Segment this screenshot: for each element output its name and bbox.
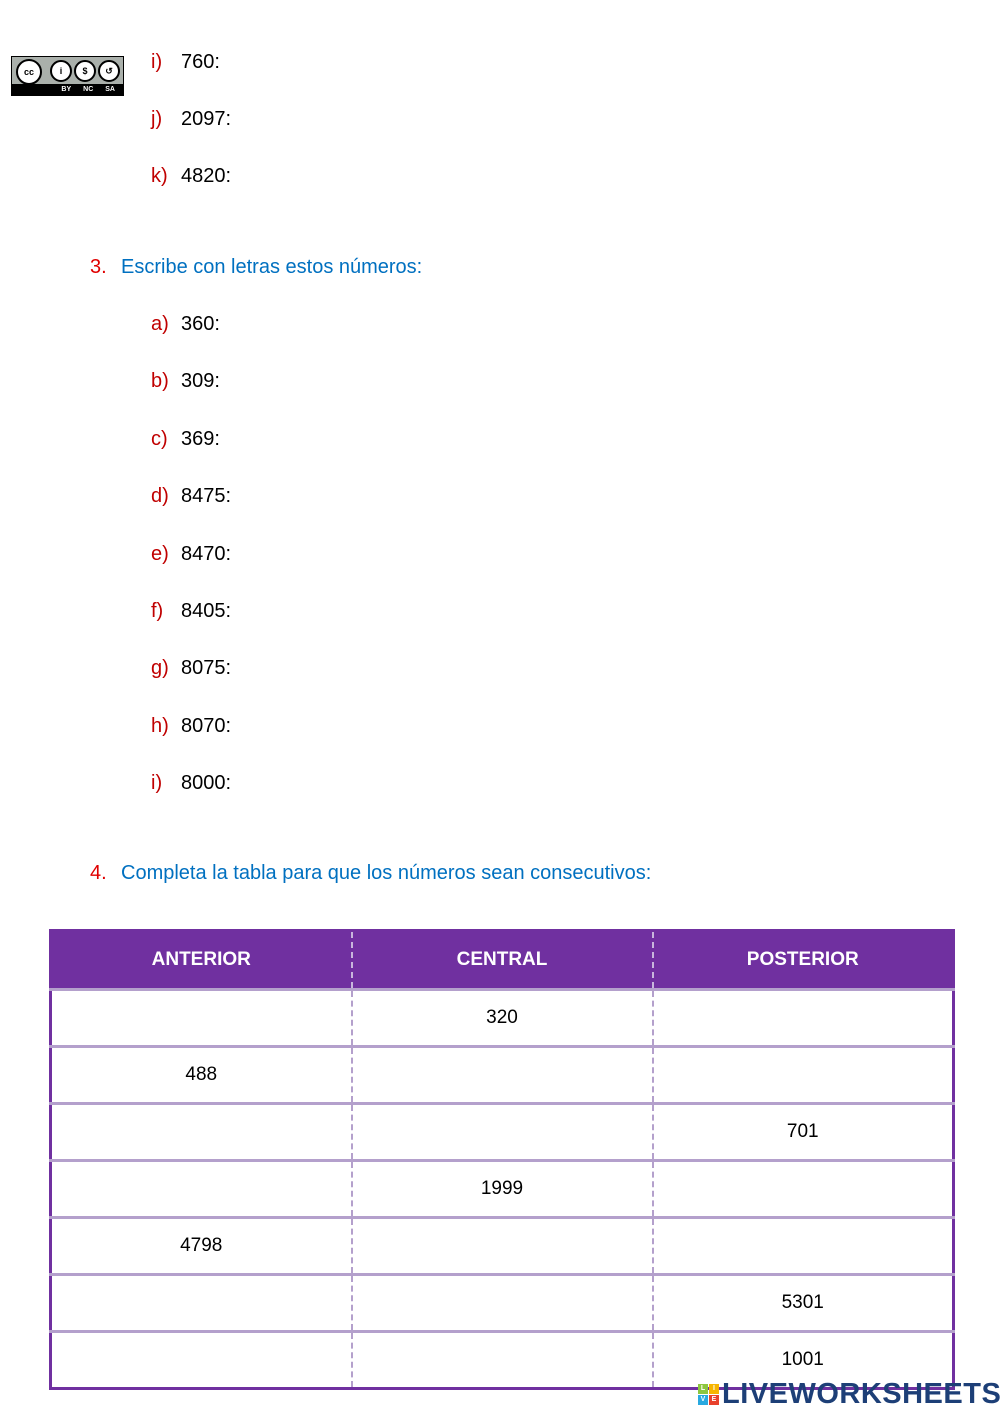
item-number: 8075: [181, 657, 232, 680]
list-item: b) 309: [151, 369, 220, 393]
table-cell[interactable] [50, 989, 352, 1048]
item-label: a) [151, 313, 169, 335]
table-cell: 4798 [50, 1217, 352, 1276]
item-label: k) [151, 165, 168, 188]
item-label: c) [151, 427, 168, 450]
item-number: 2097: [181, 108, 232, 131]
table-row: 1001 [51, 1331, 954, 1389]
item-number: 8000: [181, 772, 232, 795]
header-posterior: POSTERIOR [651, 930, 954, 991]
list-item: a) 360: [151, 312, 220, 336]
table-cell[interactable] [50, 1103, 352, 1162]
by-icon: i [50, 60, 72, 82]
table-cell[interactable] [350, 1046, 653, 1105]
table-cell[interactable] [50, 1160, 352, 1219]
item-number: 8070: [181, 714, 232, 737]
list-item: i) 760: [151, 50, 220, 74]
exercise-4-heading: 4. Completa la tabla para que los números… [90, 862, 652, 884]
list-item: c) 369: [151, 427, 220, 451]
cc-icon: cc [16, 59, 42, 85]
exercise-3-heading: 3. Escribe con letras estos números: [90, 256, 423, 278]
list-item: k) 4820: [151, 164, 231, 188]
item-label: j) [151, 108, 163, 131]
table-cell: 1001 [651, 1331, 954, 1389]
table-row: 4798 [50, 1217, 954, 1276]
item-number: 8405: [181, 600, 232, 622]
header-anterior: ANTERIOR [50, 930, 352, 991]
sa-label: SA [105, 86, 115, 93]
list-item: d) 8475: [151, 484, 231, 508]
item-number: 369: [181, 427, 220, 450]
table-cell[interactable] [651, 989, 954, 1048]
item-label: i) [151, 772, 163, 795]
table-cell[interactable] [651, 1046, 954, 1105]
table-row: 1999 [50, 1160, 954, 1219]
item-label: g) [151, 657, 169, 680]
list-item: e) 8470: [151, 542, 231, 566]
item-number: 8475: [181, 485, 232, 508]
item-label: f) [151, 600, 164, 622]
list-item: h) 8070: [151, 714, 231, 738]
list-item: g) 8075: [151, 656, 231, 680]
item-label: b) [151, 370, 169, 393]
item-number: 360: [181, 313, 220, 335]
item-number: 8470: [181, 542, 232, 565]
table-cell: 320 [350, 989, 653, 1048]
item-label: i) [151, 51, 163, 73]
creative-commons-badge: cc i $ ↺ BY NC SA [11, 56, 124, 96]
table-cell[interactable] [51, 1332, 352, 1389]
table-cell: 701 [651, 1103, 954, 1162]
table-row: 488 [50, 1046, 954, 1105]
item-label: h) [151, 714, 169, 737]
table-cell: 488 [50, 1046, 352, 1105]
table-cell[interactable] [350, 1274, 653, 1333]
consecutive-numbers-table: ANTERIOR CENTRAL POSTERIOR 320 488 701 1999… [49, 929, 955, 1390]
table-cell[interactable] [350, 1331, 653, 1389]
table-cell[interactable] [651, 1160, 954, 1219]
table-row: 5301 [50, 1274, 954, 1333]
list-item: i) 8000: [151, 771, 231, 795]
table-cell: 5301 [651, 1274, 954, 1333]
header-central: CENTRAL [350, 930, 653, 991]
nc-icon: $ [74, 60, 96, 82]
table-row: 701 [50, 1103, 954, 1162]
item-label: d) [151, 485, 169, 508]
table-cell[interactable] [651, 1217, 954, 1276]
table-cell[interactable] [50, 1274, 352, 1333]
item-number: 4820: [181, 165, 232, 188]
list-item: f) 8405: [151, 599, 231, 623]
item-number: 309: [181, 370, 220, 393]
list-item: j) 2097: [151, 107, 231, 131]
logo-text: LIVEWORKSHEETS [722, 1378, 1000, 1410]
table-row: 320 [50, 989, 954, 1048]
table-cell[interactable] [350, 1217, 653, 1276]
sa-icon: ↺ [98, 60, 120, 82]
item-number: 760: [181, 51, 220, 73]
table-cell: 1999 [350, 1160, 653, 1219]
item-label: e) [151, 542, 169, 565]
nc-label: NC [83, 86, 94, 93]
table-cell[interactable] [350, 1103, 653, 1162]
by-label: BY [61, 86, 72, 93]
